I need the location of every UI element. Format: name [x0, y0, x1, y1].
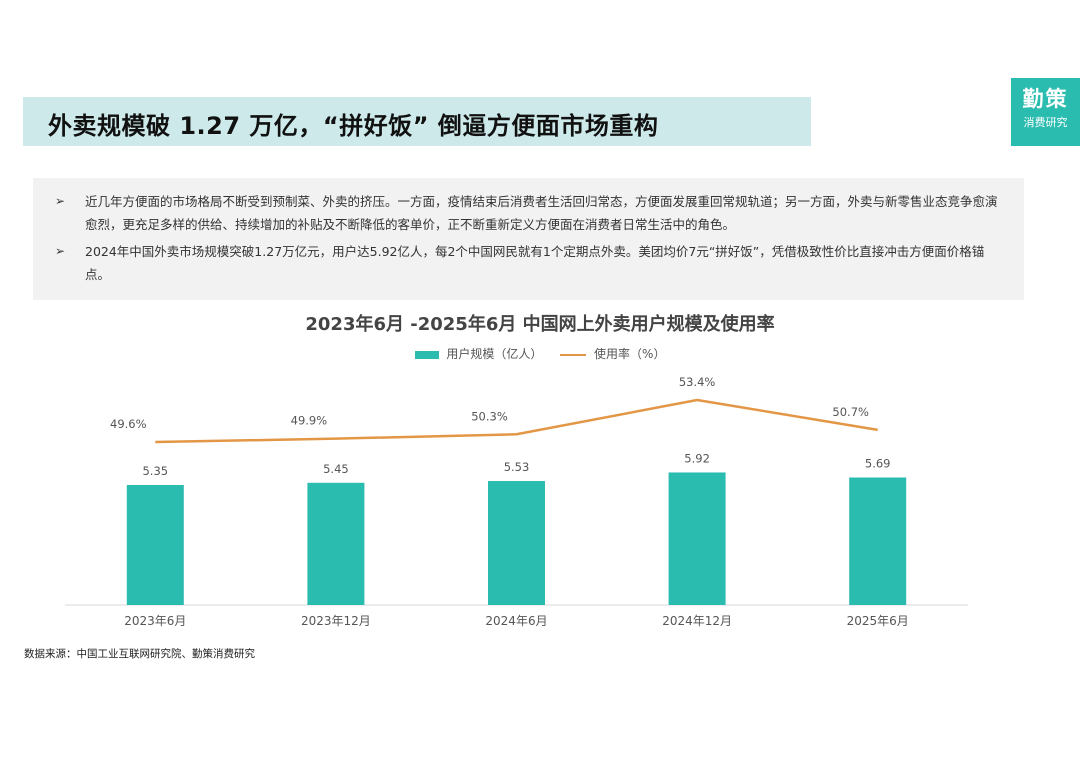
summary-bullet-text: 近几年方便面的市场格局不断受到预制菜、外卖的挤压。一方面，疫情结束后消费者生活回…: [85, 194, 998, 232]
brand-subtitle: 消费研究: [1023, 116, 1068, 129]
line-value-label: 50.7%: [832, 405, 869, 419]
chart-legend: 用户规模（亿人） 使用率（%）: [0, 345, 1080, 362]
arrow-bullet-icon: ➢: [55, 194, 66, 208]
bar: [488, 481, 545, 605]
bar-value-label: 5.53: [504, 460, 530, 474]
summary-box: ➢ 近几年方便面的市场格局不断受到预制菜、外卖的挤压。一方面，疫情结束后消费者生…: [33, 178, 1024, 300]
bar: [668, 472, 726, 605]
x-tick-label: 2023年12月: [301, 614, 371, 628]
title-banner: 外卖规模破 1.27 万亿，“拼好饭” 倒逼方便面市场重构: [23, 97, 811, 146]
bar: [849, 477, 907, 605]
brand-name: 勤策: [1022, 87, 1069, 111]
line-value-label: 49.6%: [110, 417, 147, 431]
bar-value-label: 5.69: [865, 457, 891, 471]
line-value-label: 53.4%: [679, 375, 716, 389]
legend-line-swatch: [560, 353, 587, 356]
line-value-label: 50.3%: [471, 409, 508, 423]
page-title: 外卖规模破 1.27 万亿，“拼好饭” 倒逼方便面市场重构: [48, 112, 659, 140]
summary-bullet: ➢ 近几年方便面的市场格局不断受到预制菜、外卖的挤压。一方面，疫情结束后消费者生…: [55, 190, 1005, 236]
legend-bar-swatch: [414, 350, 439, 359]
x-tick-label: 2024年6月: [485, 614, 547, 628]
legend-item-bar: 用户规模（亿人）: [414, 345, 543, 362]
chart-title: 2023年6月 -2025年6月 中国网上外卖用户规模及使用率: [305, 314, 775, 335]
line-value-label: 49.9%: [291, 414, 328, 428]
summary-bullet-text: 2024年中国外卖市场规模突破1.27万亿元，用户达5.92亿人，每2个中国网民…: [85, 244, 985, 282]
summary-bullet: ➢ 2024年中国外卖市场规模突破1.27万亿元，用户达5.92亿人，每2个中国…: [55, 240, 1005, 286]
legend-label: 使用率（%）: [594, 347, 666, 361]
x-tick-label: 2024年12月: [662, 614, 732, 628]
x-tick-label: 2023年6月: [124, 614, 186, 628]
legend-item-line: 使用率（%）: [560, 345, 665, 362]
source-note: 数据来源：中国工业互联网研究院、勤策消费研究: [24, 648, 255, 660]
x-tick-label: 2025年6月: [847, 614, 909, 628]
bar: [307, 482, 365, 605]
bar-value-label: 5.35: [142, 464, 168, 478]
brand-logo: 勤策 消费研究: [1011, 78, 1080, 146]
arrow-bullet-icon: ➢: [55, 244, 66, 258]
bar-value-label: 5.92: [684, 451, 710, 465]
bar-value-label: 5.45: [323, 462, 349, 476]
combo-chart: 5.35 2023年6月 5.45 2023年12月 5.53 2024年6月 5.92 20…: [65, 375, 968, 628]
legend-label: 用户规模（亿人）: [446, 347, 543, 361]
bar: [126, 485, 184, 605]
line-series: [155, 398, 878, 444]
